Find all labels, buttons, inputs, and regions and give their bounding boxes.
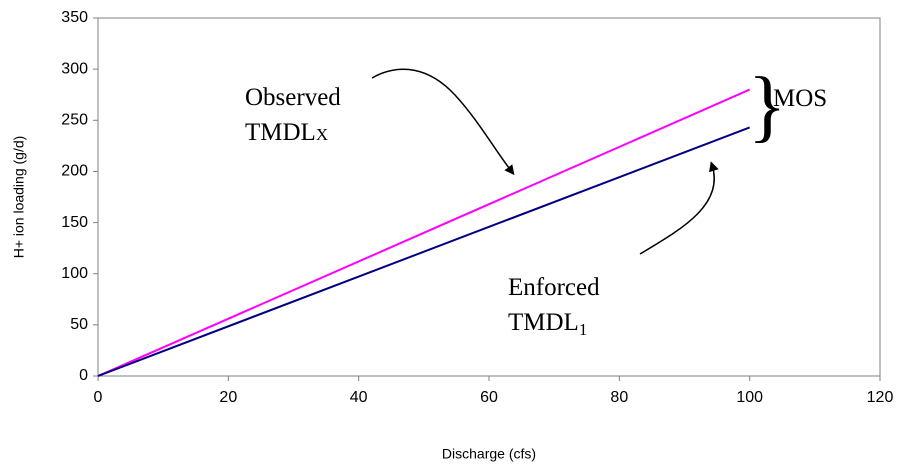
annotation: TMDL: [245, 119, 316, 146]
x-tick-label: 100: [736, 389, 763, 406]
annotation-subscript: 1: [579, 320, 588, 339]
y-tick-label: 350: [61, 9, 88, 26]
annotation-subscript: X: [316, 125, 328, 144]
annotation: TMDL1: [508, 309, 587, 339]
annotation: TMDL: [508, 309, 579, 336]
y-tick-label: 250: [61, 112, 88, 129]
x-tick-label: 40: [350, 389, 368, 406]
annotation: Observed: [245, 84, 341, 111]
x-tick-label: 80: [610, 389, 628, 406]
x-tick-label: 60: [480, 389, 498, 406]
x-tick-label: 0: [94, 389, 103, 406]
y-axis-label: H+ ion loading (g/d): [11, 136, 27, 259]
brace: }: [748, 62, 786, 150]
x-tick-label: 20: [219, 389, 237, 406]
arrow: [639, 161, 719, 255]
y-tick-label: 0: [79, 367, 88, 384]
y-tick-label: 50: [70, 316, 88, 333]
y-tick-label: 200: [61, 163, 88, 180]
annotation: MOS: [773, 85, 827, 112]
x-tick-label: 120: [867, 389, 894, 406]
y-tick-label: 150: [61, 214, 88, 231]
annotation: TMDLX: [245, 119, 328, 146]
y-tick-label: 100: [61, 265, 88, 282]
arrow: [371, 68, 515, 176]
series-line: [97, 126, 751, 377]
series-line: [97, 88, 751, 377]
annotation: Enforced: [508, 274, 600, 301]
x-axis-label: Discharge (cfs): [442, 446, 536, 462]
y-tick-label: 300: [61, 60, 88, 77]
